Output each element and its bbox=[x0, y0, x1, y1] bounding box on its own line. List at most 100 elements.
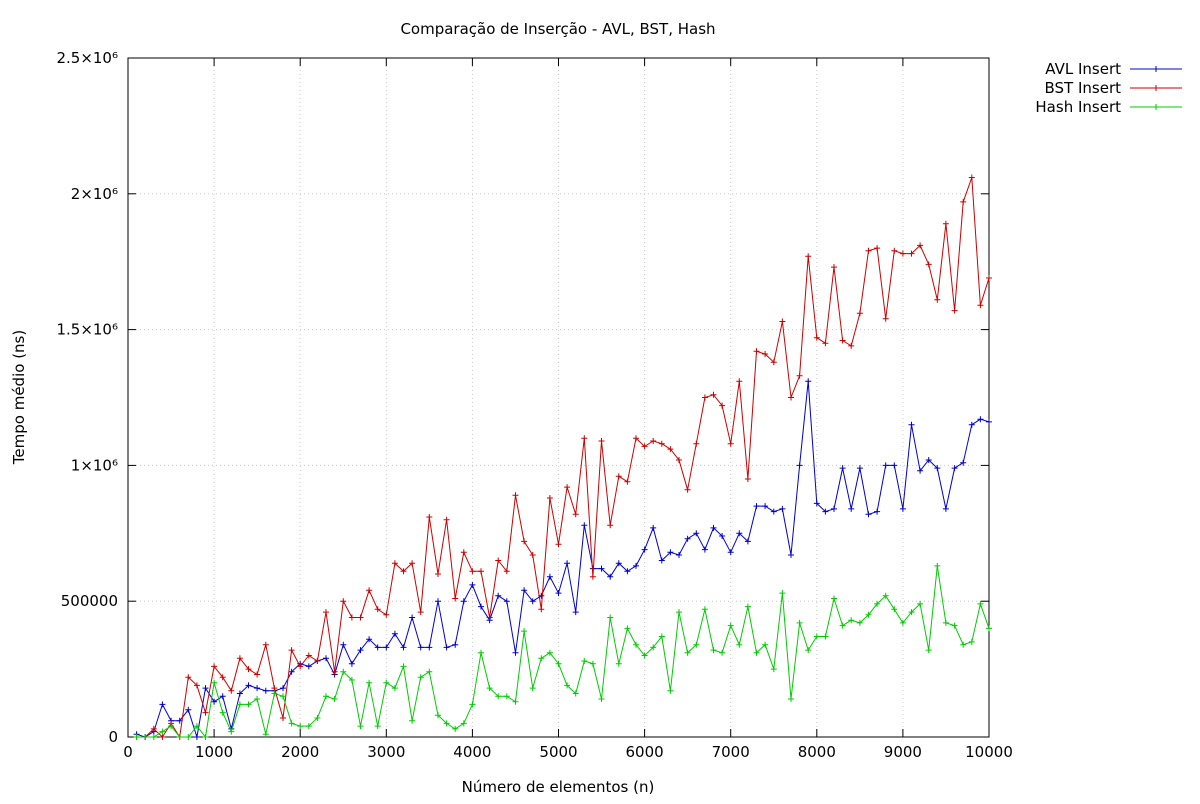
data-point bbox=[202, 685, 209, 692]
data-point bbox=[426, 514, 433, 520]
data-point bbox=[960, 198, 967, 205]
data-point bbox=[839, 622, 846, 629]
series bbox=[133, 174, 992, 740]
data-point bbox=[503, 598, 510, 605]
data-point bbox=[796, 462, 803, 469]
data-point bbox=[176, 734, 183, 740]
data-point bbox=[314, 715, 321, 721]
data-point bbox=[417, 644, 424, 651]
data-point bbox=[744, 603, 751, 610]
data-point bbox=[658, 440, 665, 447]
data-point bbox=[770, 666, 777, 673]
data-point bbox=[469, 581, 476, 588]
data-point bbox=[908, 250, 915, 257]
data-point bbox=[736, 378, 743, 385]
data-point bbox=[236, 655, 243, 662]
data-point bbox=[521, 538, 528, 545]
data-point bbox=[753, 348, 760, 355]
x-tick-label: 9000 bbox=[884, 743, 922, 761]
data-point bbox=[409, 614, 416, 621]
data-point bbox=[770, 359, 777, 366]
legend-marker bbox=[1153, 66, 1159, 72]
data-point bbox=[348, 614, 355, 621]
data-point bbox=[142, 734, 149, 740]
data-point bbox=[211, 663, 218, 670]
data-point bbox=[452, 641, 459, 648]
data-point bbox=[529, 685, 536, 692]
data-point bbox=[891, 606, 898, 613]
data-point bbox=[245, 701, 252, 708]
data-point bbox=[848, 505, 855, 512]
data-point bbox=[779, 318, 786, 325]
legend-marker bbox=[1153, 85, 1159, 91]
data-point bbox=[193, 682, 200, 689]
data-point bbox=[796, 619, 803, 626]
data-point bbox=[908, 421, 915, 428]
data-point bbox=[159, 734, 166, 740]
data-point bbox=[133, 734, 140, 740]
series-bst-insert bbox=[133, 174, 992, 740]
data-point bbox=[744, 476, 751, 482]
data-point bbox=[409, 717, 416, 724]
data-point bbox=[650, 524, 657, 531]
data-point bbox=[736, 530, 743, 537]
data-point bbox=[762, 351, 769, 357]
data-point bbox=[452, 725, 459, 732]
y-tick-label: 500000 bbox=[61, 592, 118, 610]
series-line bbox=[136, 177, 990, 739]
x-tick-label: 8000 bbox=[798, 743, 836, 761]
data-point bbox=[813, 500, 820, 507]
data-point bbox=[538, 606, 545, 613]
series-line bbox=[136, 565, 990, 739]
y-tick-label: 1×10⁶ bbox=[71, 456, 118, 474]
data-point bbox=[753, 503, 760, 510]
data-point bbox=[934, 465, 941, 472]
data-point bbox=[848, 342, 855, 349]
series-hash-insert bbox=[133, 562, 992, 740]
data-point bbox=[271, 690, 278, 697]
y-tick-label: 2.5×10⁶ bbox=[56, 49, 118, 67]
x-axis-label: Número de elementos (n) bbox=[462, 778, 655, 796]
data-point bbox=[719, 402, 726, 409]
data-point bbox=[986, 275, 992, 281]
data-point bbox=[891, 462, 898, 469]
data-point bbox=[503, 568, 510, 575]
data-point bbox=[607, 573, 614, 580]
data-point bbox=[831, 505, 837, 512]
data-point bbox=[211, 698, 218, 705]
y-tick-label: 1.5×10⁶ bbox=[56, 321, 118, 339]
data-point bbox=[357, 614, 364, 621]
data-point bbox=[831, 595, 837, 602]
data-point bbox=[305, 652, 312, 659]
data-point bbox=[495, 592, 502, 599]
data-point bbox=[589, 573, 596, 580]
data-point bbox=[340, 668, 347, 675]
data-point bbox=[331, 696, 338, 702]
data-point bbox=[331, 668, 338, 675]
data-point bbox=[460, 720, 467, 727]
data-point bbox=[874, 245, 881, 252]
data-point bbox=[908, 609, 915, 616]
data-point bbox=[650, 438, 657, 444]
data-point bbox=[701, 606, 708, 613]
data-point bbox=[581, 522, 588, 529]
data-point bbox=[727, 549, 734, 556]
legend-item: BST Insert bbox=[1044, 79, 1182, 97]
data-point bbox=[305, 663, 312, 670]
series-line bbox=[136, 381, 990, 738]
data-point bbox=[951, 622, 958, 629]
data-point bbox=[564, 560, 571, 567]
data-point bbox=[572, 690, 579, 697]
data-point bbox=[701, 394, 708, 401]
x-tick-labels: 0 1000 2000 3000 4000 5000 6000 7000 8000 9000 100… bbox=[123, 743, 1013, 761]
data-point bbox=[538, 655, 545, 662]
data-point bbox=[254, 685, 261, 692]
x-tick-label: 1000 bbox=[195, 743, 233, 761]
data-point bbox=[426, 644, 433, 651]
data-point bbox=[986, 418, 992, 425]
plot-frame bbox=[127, 57, 990, 738]
data-point bbox=[219, 693, 226, 700]
data-point bbox=[486, 685, 493, 692]
data-point bbox=[951, 465, 958, 472]
